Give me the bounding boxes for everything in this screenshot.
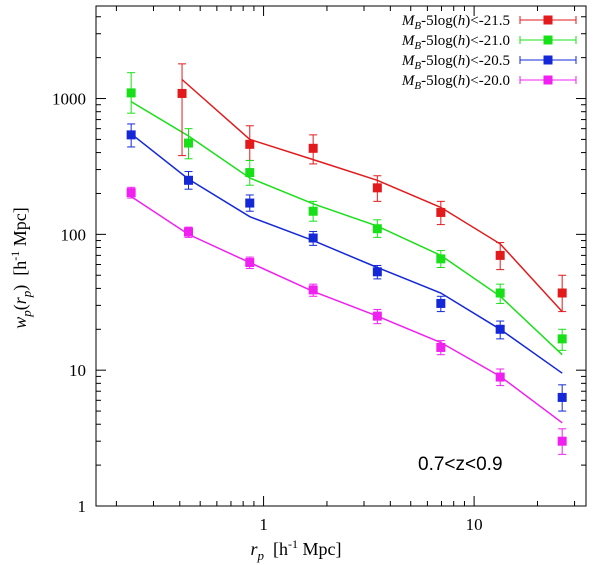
y-tick-label: 1 [78, 497, 87, 516]
data-point [436, 207, 446, 217]
x-axis-title: rp [h-1 Mpc] [250, 537, 341, 563]
data-point [557, 334, 567, 344]
data-point [308, 285, 318, 295]
data-point [308, 206, 318, 216]
data-point [245, 168, 255, 178]
data-point [495, 288, 505, 298]
legend-marker-2 [543, 55, 553, 65]
data-point [436, 342, 446, 352]
data-point [183, 227, 193, 237]
legend-label-3: MB-5log(h)<-20.0 [401, 73, 510, 92]
data-point [245, 198, 255, 208]
data-point [126, 88, 136, 98]
legend-label-0: MB-5log(h)<-21.5 [401, 13, 510, 32]
data-point [308, 233, 318, 243]
legend-marker-0 [543, 15, 553, 25]
data-point [495, 324, 505, 334]
redshift-annotation: 0.7<z<0.9 [418, 454, 503, 475]
data-point [372, 224, 382, 234]
y-tick-label: 1000 [52, 90, 86, 109]
axis-ticks [96, 6, 586, 507]
model-line-3 [130, 195, 563, 424]
data-point [372, 311, 382, 321]
tick-labels: 1 10 1 10 100 1000 [52, 90, 483, 534]
y-axis-title: wp(rp) [h-1 Mpc] [8, 207, 34, 329]
data-point [557, 436, 567, 446]
y-tick-label: 10 [69, 361, 86, 380]
model-line-2 [130, 133, 563, 374]
model-line-1 [130, 100, 563, 356]
legend-marker-3 [543, 75, 553, 85]
data-point [495, 250, 505, 260]
data-point [557, 392, 567, 402]
x-tick-label: 10 [466, 515, 483, 534]
data-point [245, 258, 255, 268]
legend-marker-1 [543, 35, 553, 45]
data-point [183, 138, 193, 148]
data-point [308, 143, 318, 153]
plot-frame [95, 5, 587, 507]
data-point [126, 130, 136, 140]
data-point [245, 139, 255, 149]
data-point [372, 183, 382, 193]
data-point [372, 267, 382, 277]
legend-label-1: MB-5log(h)<-21.0 [401, 33, 510, 52]
model-line-0 [181, 78, 563, 313]
y-tick-label: 100 [61, 225, 87, 244]
data-point [495, 372, 505, 382]
legend-label-2: MB-5log(h)<-20.5 [401, 53, 510, 72]
data-points [126, 88, 567, 446]
data-point [126, 188, 136, 198]
data-point [183, 175, 193, 185]
legend: MB-5log(h)<-21.5MB-5log(h)<-21.0MB-5log(… [401, 13, 577, 92]
data-point [557, 288, 567, 298]
data-point [436, 254, 446, 264]
data-point [436, 298, 446, 308]
data-point [177, 88, 187, 98]
x-tick-label: 1 [259, 515, 268, 534]
